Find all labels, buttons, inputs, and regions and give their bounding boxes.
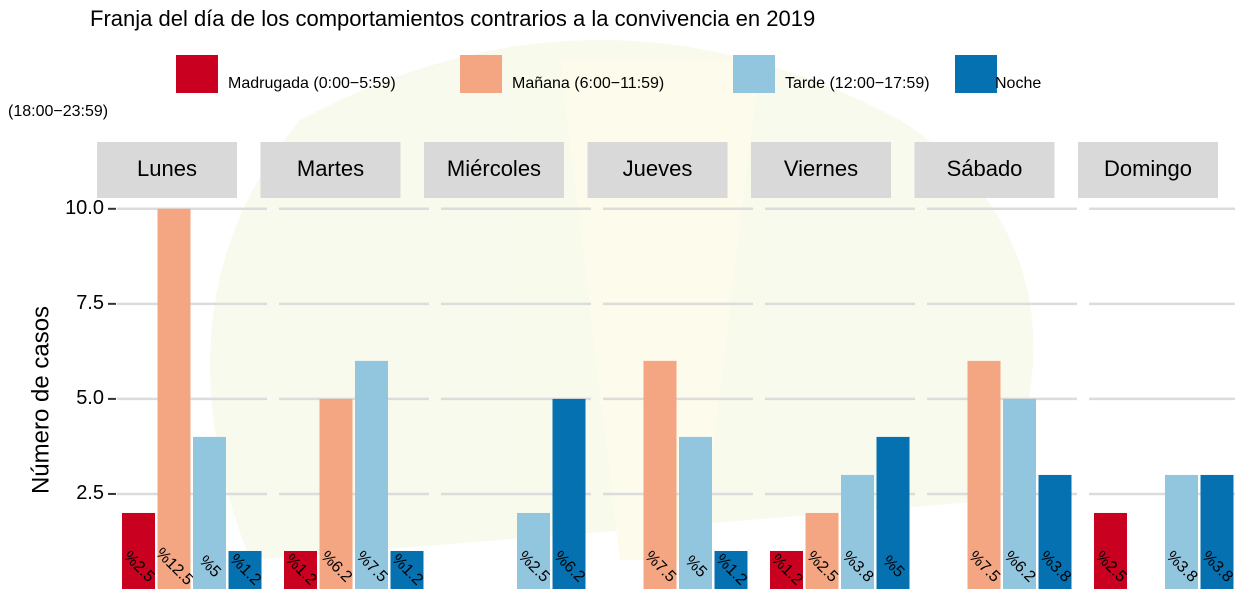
legend-label: Noche	[995, 75, 1041, 92]
facet-strip	[914, 142, 1055, 198]
y-tick-label: 10.0	[65, 197, 104, 219]
bar	[122, 512, 155, 589]
facet-strip	[751, 142, 891, 198]
legend-key	[176, 55, 218, 93]
chart-title: Franja del día de los comportamientos co…	[90, 6, 815, 31]
facet-label: Miércoles	[447, 156, 541, 181]
bar	[679, 436, 712, 589]
bar	[355, 360, 388, 589]
bar	[1003, 398, 1036, 589]
bar	[319, 398, 353, 589]
bar	[228, 550, 262, 589]
bar	[841, 474, 874, 589]
bar	[552, 398, 586, 589]
facet-label: Martes	[297, 156, 364, 181]
legend-label: Mañana (6:00−11:59)	[512, 75, 664, 92]
y-tick-label: 7.5	[76, 292, 104, 314]
facet-label: Jueves	[623, 156, 693, 181]
facet-label: Sábado	[947, 156, 1023, 181]
bar	[157, 208, 191, 589]
y-tick-label: 5.0	[76, 387, 104, 409]
bar	[390, 550, 424, 589]
bar	[517, 512, 550, 589]
legend-key	[955, 55, 997, 93]
legend-label: Tarde (12:00−17:59)	[785, 75, 930, 92]
bar	[876, 436, 910, 589]
bar	[770, 550, 803, 589]
legend-key	[460, 55, 502, 93]
facet-label: Lunes	[137, 156, 197, 181]
facet-strip	[1078, 142, 1218, 198]
facet-strip	[587, 142, 728, 198]
facet-strip	[97, 142, 237, 198]
legend-key	[733, 55, 775, 93]
facet-strip	[424, 142, 564, 198]
legend-note: (18:00−23:59)	[8, 103, 108, 120]
bar	[1094, 512, 1127, 589]
facet-label: Domingo	[1104, 156, 1192, 181]
facet-label: Viernes	[784, 156, 858, 181]
y-axis-title: Número de casos	[27, 306, 54, 494]
bar	[1200, 474, 1234, 589]
bar	[714, 550, 748, 589]
y-tick-label: 2.5	[76, 482, 104, 504]
legend-label: Madrugada (0:00−5:59)	[228, 75, 396, 92]
bar	[805, 512, 839, 589]
bar	[643, 360, 677, 589]
facet-strip	[260, 142, 401, 198]
bar	[1165, 474, 1198, 589]
bar	[967, 360, 1001, 589]
bar	[1038, 474, 1072, 589]
bar	[193, 436, 226, 589]
bar	[284, 550, 317, 589]
